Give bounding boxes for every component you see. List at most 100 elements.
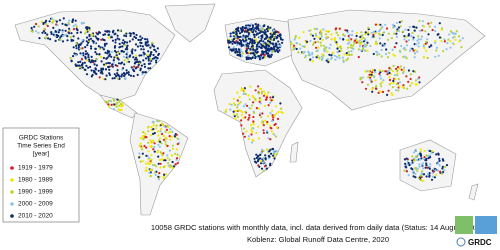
station-dot <box>77 61 80 64</box>
station-dot <box>153 146 156 149</box>
station-dot <box>350 50 353 53</box>
station-dot <box>377 32 381 35</box>
station-dot <box>71 20 74 24</box>
station-dot <box>248 116 251 119</box>
station-dot <box>267 115 270 118</box>
station-dot <box>245 47 248 50</box>
station-dot <box>86 44 89 47</box>
station-dot <box>253 35 256 39</box>
station-dot <box>263 46 266 49</box>
station-dot <box>30 26 33 30</box>
station-dot <box>369 76 372 79</box>
station-dot <box>327 30 330 33</box>
legend-marker <box>10 202 14 206</box>
station-dot <box>431 175 434 178</box>
station-dot <box>371 68 374 71</box>
station-dot <box>265 35 268 38</box>
station-dot <box>242 92 245 95</box>
station-dot <box>240 29 243 32</box>
station-dot <box>258 55 261 58</box>
station-dot <box>248 98 251 101</box>
station-dot <box>243 87 246 90</box>
station-dot <box>292 44 296 47</box>
station-dot <box>138 144 141 147</box>
station-dot <box>387 56 390 59</box>
station-dot <box>258 43 261 46</box>
legend-label: 1919 - 1979 <box>18 165 53 172</box>
station-dot <box>272 29 275 32</box>
station-dot <box>361 76 365 79</box>
station-dot <box>239 27 242 30</box>
station-dot <box>116 77 119 80</box>
station-dot <box>137 63 140 66</box>
station-dot <box>148 157 151 160</box>
station-dot <box>125 69 128 72</box>
station-dot <box>57 31 60 34</box>
station-dot <box>116 34 119 37</box>
station-dot <box>164 143 167 146</box>
station-dot <box>227 39 231 43</box>
station-dot <box>106 101 109 104</box>
station-dot <box>98 30 101 34</box>
station-dot <box>371 90 374 93</box>
station-dot <box>103 39 106 42</box>
station-dot <box>422 45 425 48</box>
station-dot <box>49 38 52 41</box>
station-dot <box>79 60 82 64</box>
station-dot <box>416 158 419 162</box>
station-dot <box>333 54 336 57</box>
station-dot <box>254 30 257 33</box>
station-dot <box>90 47 93 50</box>
station-dot <box>68 29 71 32</box>
station-dot <box>33 25 36 28</box>
station-dot <box>75 47 78 50</box>
station-dot <box>361 81 364 84</box>
station-dot <box>427 22 430 25</box>
station-dot <box>254 27 257 30</box>
station-dot <box>231 42 234 45</box>
station-dot <box>346 39 349 42</box>
station-dot <box>177 137 180 141</box>
station-dot <box>350 53 353 56</box>
station-dot <box>398 81 401 84</box>
station-dot <box>87 41 90 45</box>
station-dot <box>408 49 412 52</box>
station-dot <box>35 22 38 26</box>
station-dot <box>319 41 322 44</box>
station-dot <box>405 75 408 78</box>
station-dot <box>422 167 425 170</box>
station-dot <box>395 35 398 39</box>
station-dot <box>255 40 258 43</box>
station-dot <box>251 56 254 59</box>
station-dot <box>131 48 134 51</box>
station-dot <box>279 34 282 37</box>
station-dot <box>313 37 316 40</box>
station-dot <box>260 167 264 170</box>
station-dot <box>159 127 163 131</box>
station-dot <box>129 54 132 57</box>
station-dot <box>157 175 160 178</box>
station-dot <box>247 47 250 50</box>
station-dot <box>412 36 415 39</box>
station-dot <box>342 60 345 64</box>
station-dot <box>72 55 75 58</box>
station-dot <box>159 158 162 161</box>
station-dot <box>398 49 401 53</box>
station-dot <box>100 60 103 63</box>
station-dot <box>351 30 354 33</box>
station-dot <box>277 34 280 37</box>
station-dot <box>421 170 424 173</box>
station-dot <box>382 31 385 34</box>
station-dot <box>79 31 82 34</box>
station-dot <box>88 28 91 32</box>
station-dot <box>454 38 457 41</box>
station-dot <box>272 116 275 119</box>
station-dot <box>235 30 238 34</box>
station-dot <box>337 34 340 37</box>
station-dot <box>126 41 129 44</box>
station-dot <box>271 31 274 34</box>
station-dot <box>50 32 53 36</box>
station-dot <box>232 38 235 41</box>
station-dot <box>259 153 262 157</box>
logo-text: GRDC <box>468 238 492 247</box>
